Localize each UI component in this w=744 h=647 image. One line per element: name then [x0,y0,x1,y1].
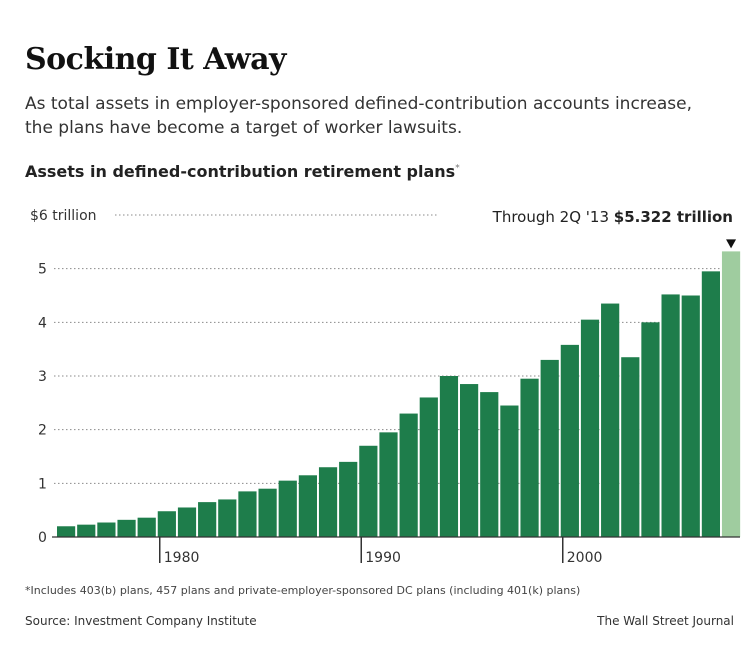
y-tick-label: 4 [38,315,47,331]
annotation-text: Through 2Q '13 $5.322 trillion [492,208,733,226]
bar [278,480,297,537]
bar [359,445,378,537]
source-note: Source: Investment Company Institute [25,614,257,628]
y-tick-label: 1 [38,476,47,492]
y-tick-label: $6 trillion [30,208,97,224]
bar [701,271,720,537]
bar [439,376,459,537]
bar [520,378,539,537]
gridlines [54,214,740,484]
annotation-value: $5.322 trillion [614,208,733,226]
bar [258,488,277,537]
bar [580,319,600,537]
footnote-marker: * [455,163,460,174]
annotation-period: Through 2Q '13 [492,208,614,226]
bar [177,507,197,537]
chart-title: Socking It Away [25,42,286,77]
bar [419,397,438,537]
bar [379,432,398,537]
y-tick-label: 3 [38,369,47,385]
bar [238,491,257,537]
x-tick-label: 1990 [365,550,401,566]
y-tick-label: 0 [38,530,47,546]
bar [117,519,136,537]
bar [480,392,499,537]
bar [621,357,640,537]
bar [157,511,176,537]
bar [298,475,317,537]
bar [137,517,156,537]
bar [318,467,338,537]
credit-note: The Wall Street Journal [597,614,734,628]
bar [57,526,76,537]
x-tick-label: 1980 [164,550,200,566]
bar [641,322,660,537]
bar [540,359,559,537]
bar [560,344,579,537]
bar-latest [721,251,741,538]
chart-heading-text: Assets in defined-contribution retiremen… [25,162,456,181]
chart-heading: Assets in defined-contribution retiremen… [25,162,460,181]
bar [339,461,358,537]
bar [77,524,96,537]
bar [198,502,217,537]
bar [681,295,700,537]
annotation: Through 2Q '13 $5.322 trillion [492,208,737,249]
bars [57,251,741,538]
bar [460,384,479,537]
bar [601,303,620,537]
annotation-pointer-icon [726,239,737,249]
bar [399,413,418,537]
y-tick-label: 2 [38,423,47,439]
y-tick-label: 5 [38,262,47,278]
chart-subtitle: As total assets in employer-sponsored de… [25,94,693,138]
x-tick-label: 2000 [567,550,603,566]
bar [661,294,680,537]
footnote: *Includes 403(b) plans, 457 plans and pr… [25,584,581,597]
bar [218,499,237,537]
bar [500,405,519,537]
bar [97,522,116,537]
